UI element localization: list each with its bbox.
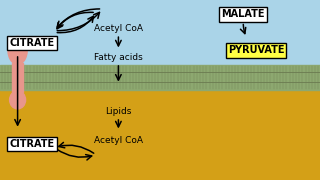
Text: PYRUVATE: PYRUVATE <box>228 45 284 55</box>
Text: Acetyl CoA: Acetyl CoA <box>94 136 143 145</box>
Text: Acetyl CoA: Acetyl CoA <box>94 24 143 33</box>
Text: Fatty acids: Fatty acids <box>94 53 143 62</box>
Bar <box>12 63 23 92</box>
Text: CITRATE: CITRATE <box>9 139 55 149</box>
Ellipse shape <box>8 36 27 64</box>
Text: CITRATE: CITRATE <box>9 38 55 48</box>
Bar <box>0 0 320 65</box>
Text: MALATE: MALATE <box>221 9 265 19</box>
Bar <box>0 65 320 90</box>
Bar <box>0 90 320 180</box>
Text: Lipids: Lipids <box>105 107 132 116</box>
Ellipse shape <box>10 91 26 109</box>
